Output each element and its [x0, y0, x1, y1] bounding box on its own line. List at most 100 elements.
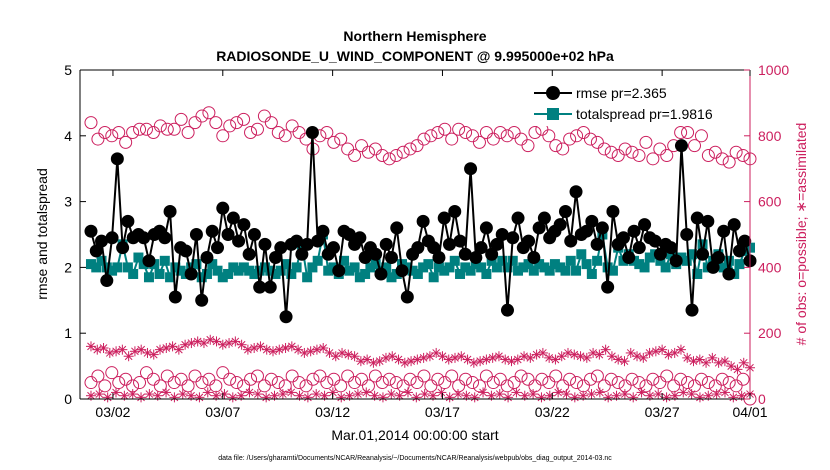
obs_assimilated_high-point [431, 347, 442, 358]
obs_assimilated_low-point [294, 390, 305, 401]
obs_assimilated_low-point [678, 387, 689, 398]
obs_possible_high-point [570, 129, 584, 143]
obs_assimilated_high-point [569, 349, 580, 360]
obs_assimilated_low-point [169, 392, 180, 403]
obs_possible_high-point [729, 145, 743, 159]
obs_possible_low-point [230, 376, 244, 390]
data-file-footer: data file: /Users/gharamti/Documents/NCA… [218, 455, 612, 462]
totalspread-point [259, 262, 270, 273]
totalspread-point [607, 265, 618, 276]
rmse-point [669, 254, 683, 268]
obs_assimilated_high-point [155, 344, 166, 355]
obs_assimilated_low-point [402, 387, 413, 398]
obs_possible_low-point [410, 376, 424, 390]
rmse-point [279, 310, 293, 324]
rmse-point [569, 185, 583, 199]
totalspread-point [175, 265, 186, 276]
obs_possible_low-point [542, 376, 556, 390]
rmse-point [458, 247, 472, 261]
obs_assimilated_high-point [355, 356, 366, 367]
rmse-point [416, 214, 430, 228]
obs_possible_low-point [313, 369, 327, 383]
totalspread-point [365, 262, 376, 273]
obs_possible_low-point [604, 372, 618, 386]
obs_assimilated_high-point [675, 344, 686, 355]
obs_possible_low-point [174, 372, 188, 386]
rmse-point [437, 211, 451, 225]
obs_assimilated_high-point [104, 347, 115, 358]
obs_assimilated_low-point [152, 390, 163, 401]
obs_possible_high-point [202, 106, 216, 120]
obs_possible_low-point [667, 379, 681, 393]
obs_assimilated_high-point [380, 352, 391, 363]
rmse-point [701, 214, 715, 228]
obs_possible_low-point [188, 369, 202, 383]
rmse-point [553, 218, 567, 232]
obs_assimilated_low-point [628, 392, 639, 403]
obs_assimilated_high-point [544, 352, 555, 363]
totalspread-point [254, 265, 265, 276]
rmse-point [717, 224, 731, 238]
obs_possible_high-point [167, 122, 181, 136]
obs_possible_low-point [521, 372, 535, 386]
totalspread-point [238, 262, 249, 273]
obs_assimilated_high-point [475, 356, 486, 367]
obs_assimilated_high-point [305, 346, 316, 357]
obs_possible_high-point [355, 139, 369, 153]
rmse-point [580, 224, 594, 238]
obs_assimilated_high-point [280, 343, 291, 354]
obs_assimilated_low-point [377, 392, 388, 403]
obs_possible_high-point [334, 132, 348, 146]
totalspread-point [439, 265, 450, 276]
obs_assimilated_high-point [368, 357, 379, 368]
obs_assimilated_high-point [600, 344, 611, 355]
y-tick-label-right: 600 [758, 194, 782, 210]
obs_possible_high-point [271, 126, 285, 140]
totalspread-point [539, 262, 550, 273]
obs_possible_high-point [84, 116, 98, 130]
obs_possible_high-point [694, 129, 708, 143]
obs_assimilated_low-point [219, 389, 230, 400]
rmse-point [247, 228, 261, 241]
totalspread-point [207, 259, 218, 270]
obs_possible_high-point [244, 126, 258, 140]
totalspread-point [159, 255, 170, 266]
obs_assimilated_low-point [127, 389, 138, 400]
obs_assimilated_high-point [267, 346, 278, 357]
obs_possible_low-point [459, 372, 473, 386]
obs_assimilated_high-point [575, 351, 586, 362]
totalspread-point [655, 255, 666, 266]
totalspread-point [128, 268, 139, 279]
obs_possible_low-point [507, 376, 521, 390]
obs_possible_high-point [445, 132, 459, 146]
obs_possible_low-point [299, 379, 313, 393]
obs_possible_low-point [396, 379, 410, 393]
obs_assimilated_high-point [274, 344, 285, 355]
obs_assimilated_low-point [711, 389, 722, 400]
totalspread-point [91, 262, 102, 273]
obs_possible_low-point [646, 372, 660, 386]
rmse-point [558, 204, 572, 218]
totalspread-point [85, 259, 96, 270]
totalspread-point [491, 262, 502, 273]
obs_possible_low-point [486, 376, 500, 390]
rmse-point [379, 237, 393, 251]
obs_assimilated_high-point [493, 351, 504, 362]
rmse-point [137, 231, 151, 245]
obs_possible_low-point [472, 379, 486, 393]
rmse-point [142, 254, 156, 268]
rmse-point [664, 241, 678, 255]
obs_possible_high-point [597, 142, 611, 156]
rmse-point [110, 152, 124, 166]
obs_possible_high-point [181, 126, 195, 140]
obs_possible_low-point [250, 369, 264, 383]
obs_assimilated_high-point [650, 346, 661, 357]
obs_possible_high-point [625, 145, 639, 159]
totalspread-point [734, 259, 745, 270]
obs_assimilated_low-point [511, 387, 522, 398]
obs_assimilated_low-point [486, 390, 497, 401]
obs_possible_low-point [701, 376, 715, 390]
totalspread-point [370, 259, 381, 270]
obs_assimilated_high-point [186, 338, 197, 349]
obs_possible_high-point [604, 145, 618, 159]
